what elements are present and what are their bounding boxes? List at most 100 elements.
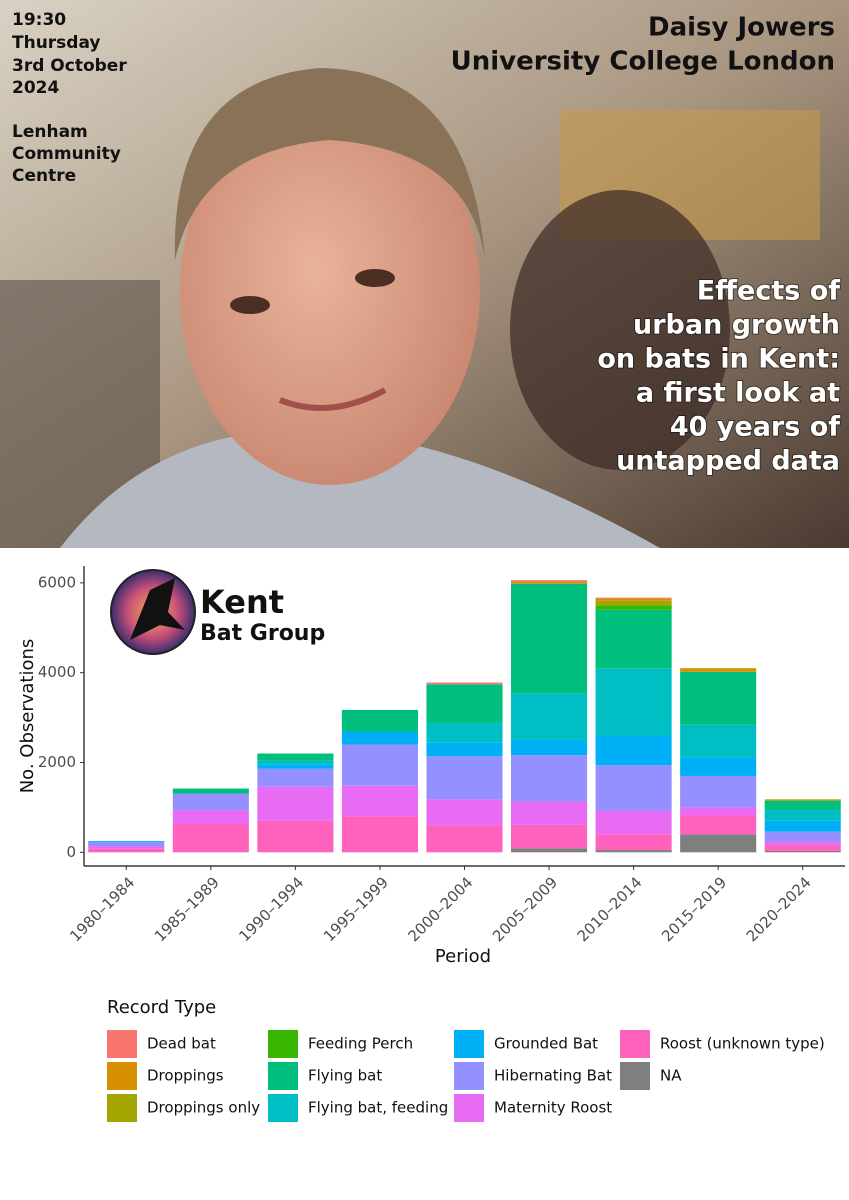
- bar-segment: [257, 820, 334, 853]
- bar-segment: [595, 609, 672, 669]
- bar-segment: [511, 824, 588, 849]
- bar-segment: [172, 810, 249, 825]
- bar-segment: [426, 742, 503, 757]
- bar-segment: [680, 775, 757, 808]
- bar-segment: [680, 724, 757, 758]
- legend-label: Droppings: [147, 1067, 224, 1085]
- logo-subtitle: Bat Group: [200, 621, 325, 646]
- bar-segment: [764, 831, 841, 842]
- bar-segment: [257, 786, 334, 821]
- bar-segment: [257, 764, 334, 769]
- speaker: Daisy Jowers: [648, 13, 835, 43]
- title-line: a first look at: [636, 378, 840, 409]
- venue-line: Lenham: [12, 122, 88, 142]
- bar-segment: [764, 845, 841, 851]
- bar-segment: [680, 834, 757, 853]
- bar-segment: [511, 581, 588, 584]
- bar-segment: [257, 760, 334, 765]
- bar-segment: [511, 693, 588, 740]
- logo-bat: [130, 578, 185, 640]
- legend-label: Maternity Roost: [494, 1099, 612, 1117]
- bar-segment: [257, 768, 334, 787]
- legend-label: Hibernating Bat: [494, 1067, 612, 1085]
- legend-key: [107, 1062, 137, 1090]
- event-day: Thursday: [12, 33, 101, 53]
- x-tick-label: 1990–1994: [235, 873, 307, 945]
- legend-label: Feeding Perch: [308, 1035, 413, 1053]
- title-line: 40 years of: [670, 412, 840, 443]
- legend-key: [454, 1062, 484, 1090]
- y-tick-label: 6000: [38, 573, 76, 591]
- bar-segment: [511, 801, 588, 825]
- bar-segment: [257, 753, 334, 761]
- title-line: Effects of: [697, 276, 841, 307]
- legend-key: [107, 1094, 137, 1122]
- bar-segment: [680, 815, 757, 835]
- legend-key: [620, 1030, 650, 1058]
- bar-segment: [595, 834, 672, 851]
- bar-segment: [595, 605, 672, 610]
- bar-segment: [511, 739, 588, 756]
- bar-segment: [680, 668, 757, 672]
- legend-label: Roost (unknown type): [660, 1035, 825, 1053]
- legend-label: Grounded Bat: [494, 1035, 598, 1053]
- bar-segment: [341, 709, 418, 732]
- bar-segment: [426, 825, 503, 853]
- title-line: on bats in Kent:: [597, 344, 840, 375]
- bar-segment: [341, 785, 418, 817]
- bar-segment: [341, 744, 418, 786]
- event-year: 2024: [12, 78, 59, 98]
- bar-segment: [595, 735, 672, 766]
- bar-segment: [88, 841, 165, 847]
- bar-segment: [426, 756, 503, 800]
- bar-segment: [88, 846, 165, 849]
- x-tick-label: 2010–2014: [574, 873, 646, 945]
- legend-label: Flying bat, feeding: [308, 1099, 448, 1117]
- venue-line: Centre: [12, 166, 76, 186]
- bar-segment: [764, 820, 841, 832]
- y-axis-title: No. Observations: [17, 639, 38, 794]
- bar-segment: [595, 850, 672, 853]
- bar-segment: [172, 824, 249, 853]
- legend-label: NA: [660, 1067, 682, 1085]
- bar-segment: [595, 810, 672, 835]
- bar-segment: [764, 800, 841, 811]
- x-tick-label: 1985–1989: [151, 873, 223, 945]
- x-tick-label: 1980–1984: [66, 873, 138, 945]
- bar-segment: [680, 807, 757, 816]
- title-line: urban growth: [633, 310, 840, 341]
- affiliation: University College London: [451, 47, 835, 77]
- y-tick-label: 2000: [38, 753, 76, 771]
- bar-segment: [764, 810, 841, 821]
- photo: [0, 0, 849, 548]
- legend-key: [454, 1030, 484, 1058]
- bar-segment: [426, 682, 503, 685]
- title-line: untapped data: [616, 446, 840, 477]
- bar-segment: [88, 841, 165, 842]
- legend-key: [268, 1094, 298, 1122]
- legend-label: Droppings only: [147, 1099, 260, 1117]
- bar-segment: [680, 671, 757, 725]
- x-tick-label: 2000–2004: [404, 873, 476, 945]
- bar-segment: [341, 731, 418, 745]
- event-date: 3rd October: [12, 56, 127, 76]
- legend-key: [620, 1062, 650, 1090]
- bar-segment: [764, 841, 841, 846]
- bar-segment: [426, 722, 503, 743]
- bar-segment: [511, 755, 588, 802]
- legend-title: Record Type: [107, 997, 216, 1018]
- chart: Kent Bat Group No. Observations Period R…: [17, 569, 491, 1018]
- x-tick-label: 2005–2009: [489, 873, 561, 945]
- y-tick-label: 4000: [38, 663, 76, 681]
- bar-segment: [511, 580, 588, 582]
- bar-segment: [426, 799, 503, 826]
- bar-segment: [764, 850, 841, 853]
- x-tick-label: 2020–2024: [743, 873, 815, 945]
- bar-segment: [595, 765, 672, 811]
- bar-segment: [595, 668, 672, 736]
- legend-key: [107, 1030, 137, 1058]
- event-time: 19:30: [12, 10, 66, 30]
- x-tick-label: 1995–1999: [320, 873, 392, 945]
